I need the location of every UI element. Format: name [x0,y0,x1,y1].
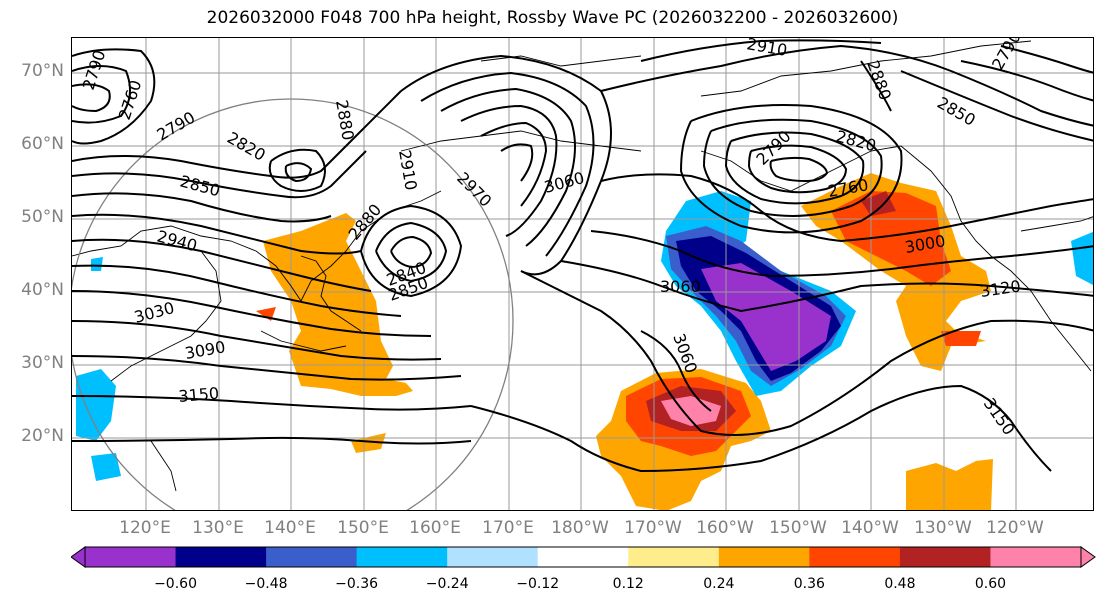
chart-title: 2026032000 F048 700 hPa height, Rossby W… [206,8,899,28]
contour-label: 3030 [132,298,176,327]
contour-label: 3150 [980,394,1019,438]
contour-label: 2850 [178,172,222,201]
colorbar-swatch [990,547,1082,567]
lat-label-70n: 70°N [21,61,64,81]
colorbar-swatch [537,547,629,567]
lon-label-130w: 130°W [914,518,972,538]
lon-label-170e: 170°E [482,518,534,538]
contour-label: 2910 [745,38,788,60]
lon-label-120e: 120°E [119,518,171,538]
colorbar-swatch [85,547,177,567]
colorbar-tick-label: −0.60 [154,576,197,592]
colorbar-swatch [628,547,720,567]
contour-label: 3060 [669,331,701,376]
lon-label-170w: 170°W [624,518,682,538]
colorbar-swatch [266,547,358,567]
lon-label-160w: 160°W [696,518,754,538]
colorbar-swatch [175,547,267,567]
lon-label-120w: 120°W [986,518,1044,538]
height-contours [72,39,1093,473]
coastlines [72,40,1093,492]
shaded-anomaly-field [76,173,1093,510]
contour-label: 2850 [934,93,979,130]
colorbar-swatch [718,547,810,567]
colorbar-tick-label: 0.24 [703,576,735,592]
contour-label: 2940 [155,227,199,256]
colorbar-extend-min [70,546,86,568]
contour-label: 2880 [332,98,358,141]
colorbar-swatch [809,547,901,567]
lon-label-150e: 150°E [337,518,389,538]
colorbar-swatch [447,547,539,567]
contour-label: 2970 [453,168,495,210]
lon-label-150w: 150°W [769,518,827,538]
colorbar-tick-label: −0.48 [244,576,288,592]
lat-label-20n: 20°N [21,426,64,446]
lat-label-50n: 50°N [21,207,64,227]
colorbar-tick-label: −0.36 [335,576,379,592]
contour-label: 2790 [79,48,110,93]
contour-label: 2820 [834,127,878,156]
map-canvas: 2790 2760 2790 2820 2850 2880 2910 2940 … [72,38,1093,510]
lon-label-130e: 130°E [192,518,244,538]
lon-label-140e: 140°E [264,518,316,538]
lat-label-60n: 60°N [21,134,64,154]
lat-label-30n: 30°N [21,353,64,373]
contour-label: 2790 [988,38,1025,73]
lon-label-140w: 140°W [841,518,899,538]
colorbar-tick-label: −0.12 [516,576,560,592]
colorbar-swatch [356,547,448,567]
lon-label-180w: 180°W [551,518,609,538]
contour-label: 2790 [154,108,199,145]
colorbar-tick-label: −0.24 [425,576,469,592]
colorbar [70,546,1096,572]
colorbar-tick-label: 0.36 [793,576,825,592]
colorbar-tick-label: 0.60 [974,576,1007,592]
contour-label: 2880 [863,58,895,103]
contour-label: 3150 [178,384,220,406]
region-circle [72,98,514,510]
colorbar-tick-label: 0.48 [884,576,916,592]
map-panel[interactable]: 2790 2760 2790 2820 2850 2880 2910 2940 … [71,37,1094,511]
colorbar-tick-label: 0.12 [612,576,644,592]
lon-label-160e: 160°E [409,518,461,538]
contour-label: 3060 [660,277,701,296]
colorbar-extend-max [1080,546,1096,568]
contour-label: 2820 [224,128,269,165]
colorbar-swatch [899,547,991,567]
lat-label-40n: 40°N [21,280,64,300]
contour-label: 3090 [183,337,226,363]
contour-label: 2910 [395,148,421,191]
